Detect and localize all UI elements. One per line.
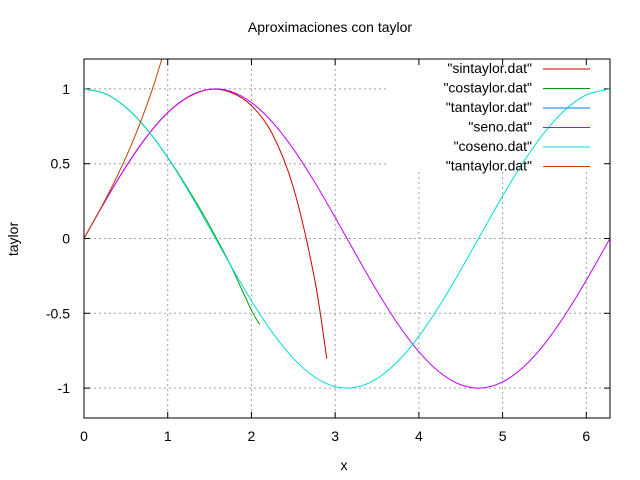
y-tick-label: 0.5 [51, 156, 71, 172]
legend: "sintaylor.dat" "costaylor.dat" "tantaylor… [443, 60, 590, 174]
legend-label-0: "sintaylor.dat" [447, 60, 532, 76]
x-tick-label: 0 [80, 428, 88, 444]
x-tick-label: 3 [331, 428, 339, 444]
x-tick-label: 2 [248, 428, 256, 444]
x-tick-label: 6 [582, 428, 590, 444]
x-axis-label: x [341, 457, 348, 473]
x-tick-label: 4 [415, 428, 423, 444]
y-axis-label: taylor [5, 222, 21, 257]
series-group [84, 59, 610, 389]
plot-frame [83, 58, 611, 419]
tick-labels: 0 1 2 3 4 5 6 -1 -0.5 0 0.5 1 [46, 81, 591, 444]
chart-title: Aproximaciones con taylor [248, 19, 413, 35]
y-tick-label: 0 [62, 231, 70, 247]
series-line-5 [84, 59, 163, 239]
y-tick-label: -1 [58, 380, 71, 396]
grid [84, 59, 610, 418]
y-tick-label: -0.5 [46, 305, 70, 321]
y-tick-label: 1 [62, 81, 70, 97]
legend-label-2: "tantaylor.dat" [446, 99, 532, 115]
legend-label-5: "tantaylor.dat" [446, 158, 532, 174]
x-tick-label: 1 [164, 428, 172, 444]
legend-label-1: "costaylor.dat" [443, 80, 532, 96]
legend-label-3: "seno.dat" [468, 119, 532, 135]
x-tick-label: 5 [499, 428, 507, 444]
series-line-3 [84, 88, 610, 389]
series-line-4 [84, 88, 610, 389]
legend-label-4: "coseno.dat" [454, 138, 532, 154]
